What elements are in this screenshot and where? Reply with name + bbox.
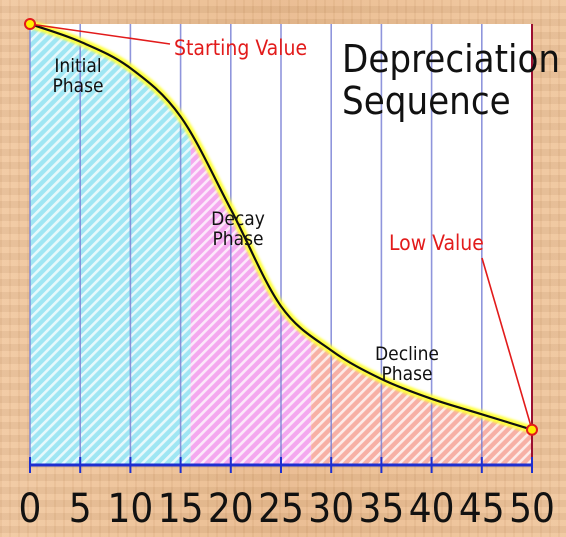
- x-tick-labels: 0 5 10 15 20 25 30 35 40 45 50: [19, 486, 555, 532]
- phase-label-1-line-0: Decay: [211, 208, 265, 230]
- x-axis: [29, 457, 533, 473]
- annotation-leader-1: [481, 257, 533, 430]
- x-tick-label-5: 25: [258, 486, 304, 532]
- phase-label-0-line-0: Initial: [54, 55, 101, 77]
- x-tick-label-7: 35: [359, 486, 405, 532]
- phase-label-0-line-1: Phase: [52, 75, 103, 97]
- annotation-leader-0: [29, 23, 171, 45]
- x-tick-label-9: 45: [459, 486, 505, 532]
- x-tick-label-10: 50: [509, 486, 555, 532]
- annotation-marker-0: [24, 18, 36, 30]
- chart-title-line-1: Depreciation: [342, 37, 560, 81]
- x-tick-label-4: 20: [208, 486, 254, 532]
- x-tick-label-2: 10: [108, 486, 154, 532]
- annotations: Starting Value Low Value: [24, 18, 538, 436]
- annotation-marker-1: [526, 423, 538, 436]
- x-tick-label-6: 30: [308, 486, 354, 532]
- phase-label-1-line-1: Phase: [212, 228, 263, 250]
- chart-title-line-2: Sequence: [342, 79, 511, 123]
- phase-label-2-line-0: Decline: [375, 343, 439, 365]
- x-tick-label-1: 5: [69, 486, 92, 532]
- x-tick-label-8: 40: [409, 486, 455, 532]
- depreciation-curve: [28, 22, 534, 431]
- grid-lines: [29, 24, 533, 465]
- annotation-label-1: Low Value: [389, 231, 484, 255]
- phase-label-2-line-1: Phase: [381, 363, 432, 385]
- x-tick-label-0: 0: [19, 486, 42, 532]
- annotation-label-0: Starting Value: [174, 36, 307, 60]
- x-tick-label-3: 15: [158, 486, 204, 532]
